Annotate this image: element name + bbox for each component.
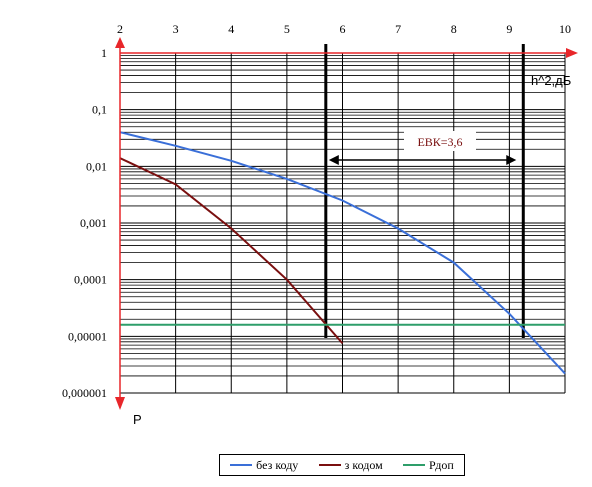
x-tick-label: 5 bbox=[284, 22, 290, 36]
x-tick-label: 4 bbox=[228, 22, 234, 36]
annotation: ЕВК=3,6 bbox=[328, 131, 517, 165]
annotation-label-bg bbox=[404, 131, 476, 151]
legend: без коду з кодом Рдоп bbox=[219, 454, 465, 476]
legend-item-z-kodom: з кодом bbox=[318, 457, 383, 473]
legend-swatch-bez-kodu bbox=[230, 464, 253, 466]
y-tick-label: 0,1 bbox=[92, 103, 107, 117]
x-tick-label: 6 bbox=[340, 22, 346, 36]
marker-lines bbox=[324, 44, 525, 338]
series-line-1 bbox=[119, 131, 566, 375]
x-axis-label: h^2,дБ bbox=[531, 73, 571, 88]
legend-label-rdop: Рдоп bbox=[429, 457, 454, 472]
x-tick-label: 9 bbox=[506, 22, 512, 36]
y-tick-label: 0,001 bbox=[80, 216, 107, 230]
tick-labels: 2 3 4 5 6 7 8 9 10 1 0,1 0,01 0,001 0,0001 0,00001 0,00… bbox=[62, 22, 571, 400]
y-tick-label: 0,01 bbox=[86, 159, 107, 173]
legend-item-bez-kodu: без коду bbox=[230, 458, 298, 473]
y-tick-label: 0,00001 bbox=[68, 329, 107, 343]
x-axis-arrow bbox=[566, 48, 578, 58]
x-tick-label: 10 bbox=[559, 22, 571, 36]
y-tick-label: 1 bbox=[101, 46, 107, 60]
x-tick-label: 3 bbox=[173, 22, 179, 36]
series-line-2 bbox=[119, 157, 344, 345]
y-axis-arrow bbox=[115, 397, 125, 410]
legend-item-rdop: Рдоп bbox=[403, 458, 454, 473]
series-lines bbox=[119, 131, 566, 375]
legend-swatch-z-kodom bbox=[318, 464, 341, 466]
annotation-label: ЕВК=3,6 bbox=[417, 135, 462, 149]
y-tick-label: 0,0001 bbox=[74, 273, 107, 287]
x-tick-label: 2 bbox=[117, 22, 123, 36]
y-tick-label: 0,000001 bbox=[62, 386, 107, 400]
legend-label-z-kodom: з кодом bbox=[344, 457, 383, 472]
legend-swatch-rdop bbox=[403, 464, 426, 466]
y-axis-label: P bbox=[133, 412, 142, 427]
axes bbox=[115, 37, 578, 410]
annotation-arrow-right-head bbox=[506, 155, 517, 165]
x-tick-label: 8 bbox=[451, 22, 457, 36]
legend-label-bez-kodu: без коду bbox=[256, 457, 299, 472]
annotation-arrow-left-head bbox=[328, 155, 339, 165]
y-axis-top-arrow bbox=[115, 37, 125, 48]
x-tick-label: 7 bbox=[395, 22, 401, 36]
